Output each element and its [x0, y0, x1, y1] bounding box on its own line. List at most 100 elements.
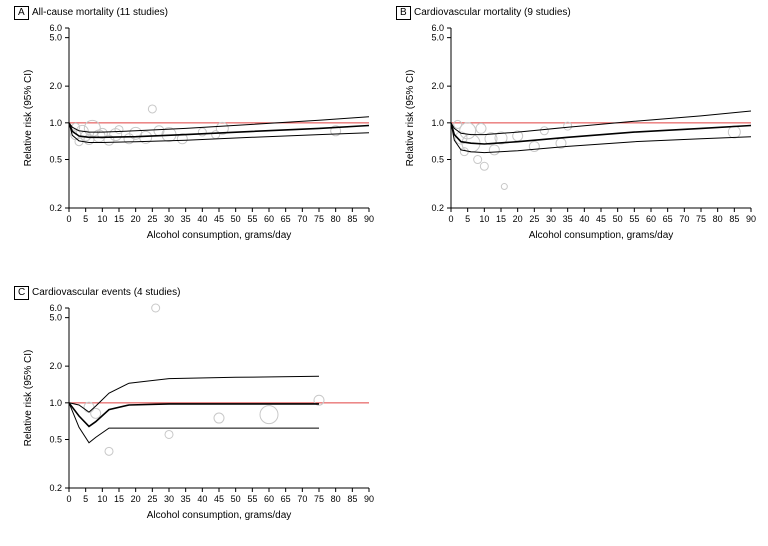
svg-text:65: 65: [281, 494, 291, 504]
svg-text:0.2: 0.2: [49, 203, 62, 213]
figure: AAll-cause mortality (11 studies) 0 5 10 15 2…: [0, 0, 768, 546]
svg-text:75: 75: [696, 214, 706, 224]
svg-text:70: 70: [297, 214, 307, 224]
data-bubble: [165, 430, 173, 438]
svg-text:50: 50: [231, 494, 241, 504]
svg-text:80: 80: [331, 214, 341, 224]
svg-text:25: 25: [529, 214, 539, 224]
svg-text:5.0: 5.0: [49, 33, 62, 43]
svg-text:85: 85: [347, 494, 357, 504]
y-axis-title: Relative risk (95% CI): [405, 70, 416, 167]
svg-text:15: 15: [496, 214, 506, 224]
svg-text:35: 35: [563, 214, 573, 224]
svg-text:60: 60: [646, 214, 656, 224]
data-bubble: [540, 127, 548, 135]
svg-text:90: 90: [364, 494, 374, 504]
svg-text:2.0: 2.0: [431, 81, 444, 91]
upper-curve: [69, 117, 369, 132]
svg-text:0: 0: [66, 214, 71, 224]
panel-chart-C: 0510152025303540455055606570758085900.20…: [14, 286, 380, 526]
svg-text:35: 35: [181, 214, 191, 224]
svg-text:0.5: 0.5: [49, 435, 62, 445]
svg-text:30: 30: [164, 214, 174, 224]
svg-text:70: 70: [679, 214, 689, 224]
data-bubble: [214, 413, 224, 423]
svg-text:0.2: 0.2: [49, 483, 62, 493]
svg-text:25: 25: [147, 214, 157, 224]
svg-text:6.0: 6.0: [49, 303, 62, 313]
svg-text:80: 80: [713, 214, 723, 224]
svg-text:65: 65: [281, 214, 291, 224]
svg-text:60: 60: [264, 494, 274, 504]
data-bubble: [728, 126, 740, 138]
svg-text:40: 40: [197, 494, 207, 504]
svg-text:15: 15: [114, 214, 124, 224]
data-bubble: [84, 402, 94, 412]
data-bubble: [198, 128, 206, 136]
svg-text:20: 20: [513, 214, 523, 224]
panel-title-C: Cardiovascular events (4 studies): [32, 287, 180, 298]
svg-text:85: 85: [729, 214, 739, 224]
data-bubble: [212, 131, 220, 139]
svg-text:0: 0: [66, 494, 71, 504]
y-axis-title: Relative risk (95% CI): [23, 350, 34, 447]
upper-curve: [69, 376, 319, 412]
panel-B: BCardiovascular mortality (9 studies)051…: [396, 6, 762, 246]
data-bubble: [105, 447, 113, 455]
panel-chart-A: 0510152025303540455055606570758085900.20…: [14, 6, 380, 246]
svg-text:50: 50: [231, 214, 241, 224]
center-curve: [69, 123, 369, 138]
svg-text:75: 75: [314, 494, 324, 504]
svg-text:85: 85: [347, 214, 357, 224]
panel-chart-B: 0510152025303540455055606570758085900.20…: [396, 6, 762, 246]
x-axis-title: Alcohol consumption, grams/day: [147, 230, 292, 241]
svg-text:45: 45: [214, 494, 224, 504]
panel-letter-A: A: [14, 6, 29, 20]
svg-text:5.0: 5.0: [49, 313, 62, 323]
svg-text:2.0: 2.0: [49, 361, 62, 371]
panel-title-B: Cardiovascular mortality (9 studies): [414, 7, 571, 18]
svg-text:10: 10: [97, 214, 107, 224]
svg-text:5: 5: [83, 214, 88, 224]
svg-text:20: 20: [131, 494, 141, 504]
svg-text:6.0: 6.0: [431, 23, 444, 33]
panel-A: AAll-cause mortality (11 studies) 0 5 10 15 2…: [14, 6, 380, 246]
svg-text:55: 55: [247, 214, 257, 224]
svg-text:55: 55: [629, 214, 639, 224]
y-axis-title: Relative risk (95% CI): [23, 70, 34, 167]
svg-text:20: 20: [131, 214, 141, 224]
svg-text:25: 25: [147, 494, 157, 504]
svg-text:10: 10: [97, 494, 107, 504]
svg-text:90: 90: [746, 214, 756, 224]
panel-title-A: All-cause mortality (11 studies): [32, 7, 168, 18]
svg-text:80: 80: [331, 494, 341, 504]
svg-text:0.5: 0.5: [49, 155, 62, 165]
svg-text:5: 5: [83, 494, 88, 504]
svg-text:0: 0: [448, 214, 453, 224]
svg-text:65: 65: [663, 214, 673, 224]
svg-text:40: 40: [197, 214, 207, 224]
svg-text:1.0: 1.0: [431, 118, 444, 128]
svg-text:75: 75: [314, 214, 324, 224]
svg-text:35: 35: [181, 494, 191, 504]
svg-text:1.0: 1.0: [49, 398, 62, 408]
svg-text:70: 70: [297, 494, 307, 504]
svg-text:40: 40: [579, 214, 589, 224]
svg-text:55: 55: [247, 494, 257, 504]
center-curve: [69, 403, 319, 427]
panel-letter-B: B: [396, 6, 411, 20]
data-bubble: [110, 129, 122, 141]
panel-C: CCardiovascular events (4 studies) 0 5 10 15…: [14, 286, 380, 526]
panel-letter-C: C: [14, 286, 29, 300]
svg-text:5.0: 5.0: [431, 33, 444, 43]
data-bubble: [501, 184, 507, 190]
lower-curve: [69, 403, 319, 443]
svg-text:2.0: 2.0: [49, 81, 62, 91]
data-bubble: [260, 406, 278, 424]
svg-text:15: 15: [114, 494, 124, 504]
data-bubble: [460, 123, 476, 139]
data-bubble: [148, 105, 156, 113]
data-bubble: [489, 145, 499, 155]
x-axis-title: Alcohol consumption, grams/day: [529, 230, 674, 241]
svg-text:0.5: 0.5: [431, 155, 444, 165]
